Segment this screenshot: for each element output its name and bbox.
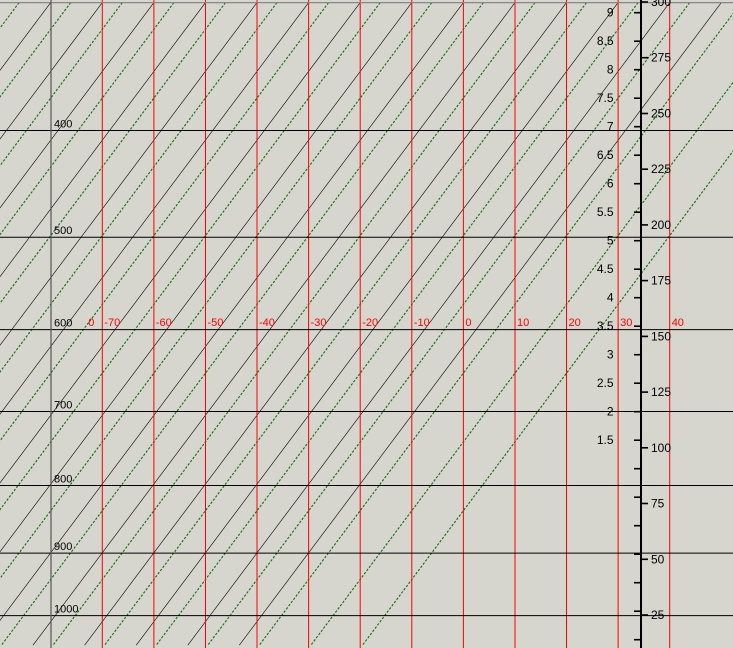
svg-text:6: 6 <box>607 177 614 191</box>
svg-text:400: 400 <box>54 119 72 131</box>
svg-text:-60: -60 <box>156 317 172 329</box>
svg-text:700: 700 <box>54 400 72 412</box>
svg-text:-40: -40 <box>259 317 275 329</box>
svg-text:1.5: 1.5 <box>597 433 614 447</box>
svg-text:-70: -70 <box>104 317 120 329</box>
svg-text:40: 40 <box>672 317 684 329</box>
svg-text:250: 250 <box>651 107 671 121</box>
svg-text:200: 200 <box>651 218 671 232</box>
svg-text:8: 8 <box>607 63 614 77</box>
svg-text:800: 800 <box>54 474 72 486</box>
svg-text:8.5: 8.5 <box>597 34 614 48</box>
svg-text:-30: -30 <box>311 317 327 329</box>
svg-text:300: 300 <box>651 0 671 9</box>
svg-text:-20: -20 <box>362 317 378 329</box>
svg-text:3: 3 <box>607 348 614 362</box>
svg-text:5: 5 <box>607 234 614 248</box>
svg-text:175: 175 <box>651 274 671 288</box>
svg-text:0: 0 <box>465 317 471 329</box>
svg-text:4.5: 4.5 <box>597 262 614 276</box>
svg-text:2.5: 2.5 <box>597 376 614 390</box>
svg-text:7.5: 7.5 <box>597 91 614 105</box>
svg-text:50: 50 <box>651 552 665 566</box>
svg-text:225: 225 <box>651 162 671 176</box>
svg-text:900: 900 <box>54 541 72 553</box>
svg-text:3.5: 3.5 <box>597 319 614 333</box>
svg-text:275: 275 <box>651 51 671 65</box>
svg-text:25: 25 <box>651 608 665 622</box>
svg-text:2: 2 <box>607 405 614 419</box>
svg-text:125: 125 <box>651 385 671 399</box>
svg-text:-50: -50 <box>208 317 224 329</box>
svg-text:7: 7 <box>607 120 614 134</box>
svg-text:9: 9 <box>607 6 614 20</box>
svg-text:100: 100 <box>651 441 671 455</box>
svg-text:30: 30 <box>620 317 632 329</box>
svg-text:150: 150 <box>651 329 671 343</box>
svg-text:-10: -10 <box>414 317 430 329</box>
svg-text:75: 75 <box>651 497 665 511</box>
svg-text:4: 4 <box>607 291 614 305</box>
svg-text:20: 20 <box>569 317 581 329</box>
svg-text:1000: 1000 <box>54 604 78 616</box>
svg-text:600: 600 <box>54 318 72 330</box>
svg-text:10: 10 <box>517 317 529 329</box>
svg-text:0: 0 <box>88 317 94 329</box>
svg-text:6.5: 6.5 <box>597 148 614 162</box>
svg-text:500: 500 <box>54 225 72 237</box>
svg-text:5.5: 5.5 <box>597 205 614 219</box>
